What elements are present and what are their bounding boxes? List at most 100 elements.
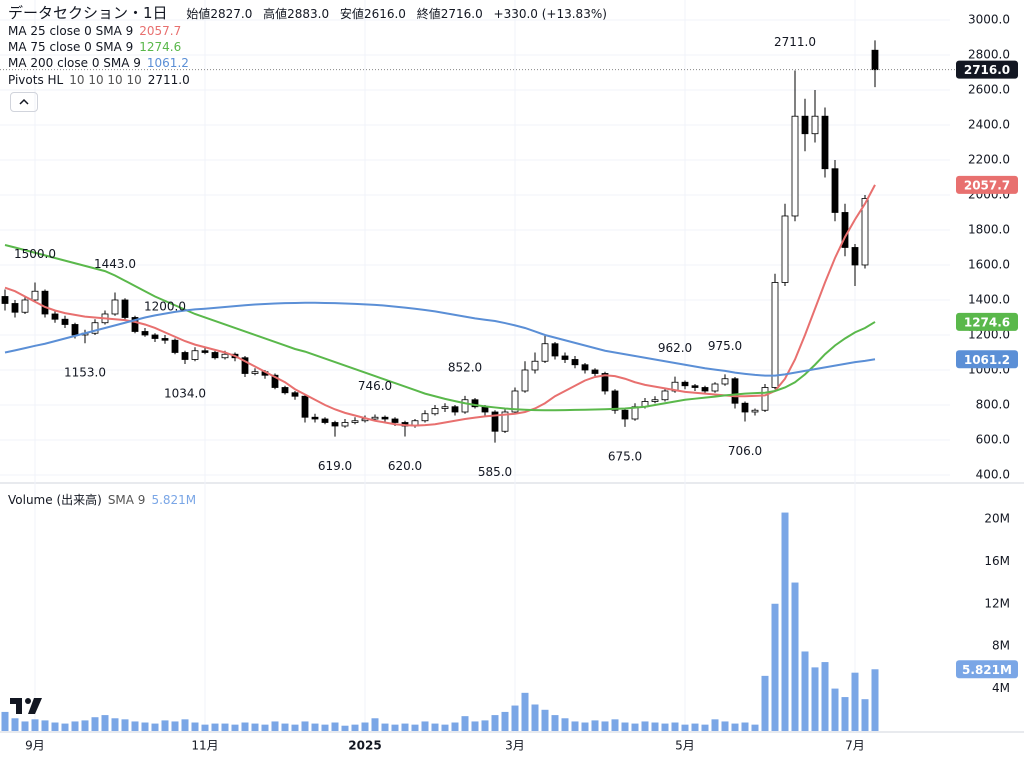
candle-body	[171, 339, 179, 353]
candle-body	[571, 359, 579, 366]
volume-bar	[651, 722, 659, 731]
volume-bar	[161, 720, 169, 731]
candle-body	[51, 313, 59, 320]
candle-body	[461, 399, 469, 413]
volume-bar	[181, 719, 189, 731]
candle-body	[251, 371, 259, 374]
y-tick-label: 4M	[992, 681, 1010, 695]
volume-bar	[111, 718, 119, 731]
quote-change: +330.0 (+13.83%)	[493, 7, 607, 21]
candle-body	[531, 360, 539, 371]
legend-settings: 10 10 10 10	[69, 73, 142, 87]
candle-body	[851, 247, 859, 266]
volume-bar	[151, 723, 159, 731]
candle-body	[691, 385, 699, 388]
volume-legend: Volume (出来高) SMA 9 5.821M	[8, 491, 202, 508]
candle-body	[491, 411, 499, 432]
volume-bar	[621, 722, 629, 731]
candle-body	[111, 299, 119, 315]
volume-bar	[401, 723, 409, 731]
candle-body	[371, 416, 379, 420]
candle-body	[791, 115, 799, 217]
volume-bar	[291, 724, 299, 731]
volume-bar	[831, 688, 839, 731]
quote-value: 2827.0	[210, 7, 253, 21]
candle-body	[351, 420, 359, 423]
volume-bar	[551, 715, 559, 731]
volume-bar	[731, 723, 739, 731]
volume-bar	[801, 651, 809, 731]
volume-bar	[581, 722, 589, 731]
y-tick-label: 2200.0	[968, 152, 1010, 166]
candle-body	[871, 49, 879, 71]
volume-bar	[41, 720, 49, 731]
candle-body	[11, 303, 19, 313]
quote-value: 2883.0	[287, 7, 330, 21]
candle-body	[501, 411, 509, 432]
candle-body	[1, 296, 9, 304]
volume-bar	[821, 662, 829, 731]
candle-body	[701, 387, 709, 392]
candle-body	[541, 343, 549, 362]
volume-bar	[361, 722, 369, 731]
ma-line	[4, 244, 876, 412]
candle-body	[31, 290, 39, 301]
volume-bar	[661, 723, 669, 731]
volume-badge	[956, 660, 1018, 679]
volume-bar	[561, 718, 569, 731]
volume-bar	[481, 720, 489, 731]
volume-bar	[421, 721, 429, 731]
legend-settings: SMA 9	[107, 493, 146, 507]
candle-body	[71, 324, 79, 336]
volume-bar	[741, 722, 749, 731]
volume-bar	[471, 721, 479, 731]
volume-bar	[391, 724, 399, 731]
y-tick-label: 1400.0	[968, 292, 1010, 306]
chevron-icon	[19, 98, 29, 105]
candle-body	[561, 355, 569, 360]
candle-body	[241, 357, 249, 374]
volume-bar	[121, 719, 129, 731]
y-tick-label: 3000.0	[968, 12, 1010, 26]
y-tick-label: 20M	[984, 511, 1010, 525]
x-tick-label: 9月	[25, 739, 45, 753]
quote-value: 2716.0	[440, 7, 483, 21]
volume-bar	[751, 724, 759, 731]
x-tick-label: 11月	[191, 739, 218, 753]
y-tick-label: 12M	[984, 596, 1010, 610]
price-badge	[956, 350, 1018, 369]
price-badge-label: 1061.2	[964, 353, 1010, 367]
candle-body	[271, 374, 279, 388]
volume-bar	[231, 724, 239, 731]
volume-bar	[861, 699, 869, 731]
volume-bar	[141, 722, 149, 731]
pivot-label: 620.0	[388, 459, 422, 473]
candle-body	[471, 399, 479, 408]
candle-body	[861, 198, 869, 266]
volume-bar	[611, 719, 619, 731]
candle-body	[301, 395, 309, 418]
candle-body	[731, 378, 739, 404]
volume-bar	[631, 723, 639, 731]
volume-bar	[371, 718, 379, 731]
candle-body	[811, 115, 819, 135]
legend-name: Pivots HL	[8, 73, 64, 87]
legend-value: 1274.6	[139, 40, 182, 54]
x-tick-label: 7月	[845, 739, 865, 753]
collapse-button[interactable]	[10, 92, 38, 112]
candle-body	[391, 418, 399, 423]
candle-body	[421, 413, 429, 422]
candle-body	[581, 364, 589, 371]
candle-body	[681, 381, 689, 387]
volume-bar	[441, 724, 449, 731]
pivot-label: 1034.0	[164, 387, 206, 401]
candle-body	[191, 350, 199, 360]
volume-bar	[261, 724, 269, 731]
price-badge	[956, 60, 1018, 79]
pivot-label: 1200.0	[144, 299, 186, 313]
volume-bar	[171, 721, 179, 731]
candle-body	[291, 392, 299, 397]
price-badge-label: 2057.7	[964, 178, 1010, 192]
pivot-label: 1443.0	[94, 257, 136, 271]
candle-body	[761, 387, 769, 411]
